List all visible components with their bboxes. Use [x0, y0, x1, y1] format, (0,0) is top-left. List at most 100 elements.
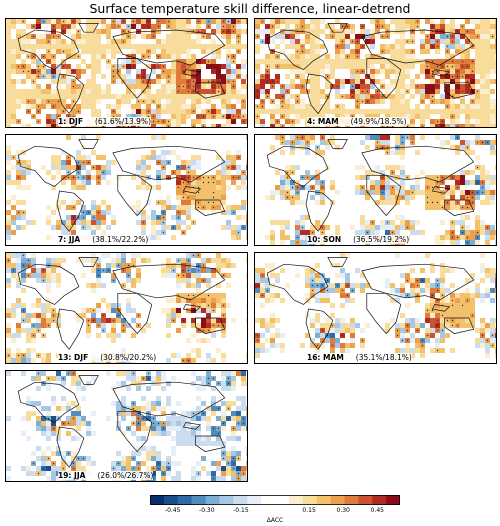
heatmap-cell [305, 333, 310, 338]
significance-dot [466, 241, 469, 244]
heatmap-cell [156, 79, 161, 84]
significance-dot [147, 55, 150, 58]
significance-dot [222, 452, 225, 455]
heatmap-cell [480, 298, 485, 303]
heatmap-cell [360, 288, 365, 293]
heatmap-cell [26, 160, 31, 165]
heatmap-cell [365, 54, 370, 59]
heatmap-cell [226, 34, 231, 39]
heatmap-cell [455, 150, 460, 155]
heatmap-cell [176, 29, 181, 34]
heatmap-cell [116, 303, 121, 308]
heatmap-cell [345, 278, 350, 283]
heatmap-cell [246, 406, 247, 411]
heatmap-cell [355, 283, 360, 288]
heatmap-cell [191, 333, 196, 338]
heatmap-cell [470, 19, 475, 24]
continent-outline [444, 199, 475, 216]
significance-dot [446, 95, 449, 98]
significance-dot [77, 171, 80, 174]
heatmap-cell [181, 160, 186, 165]
heatmap-cell [465, 313, 470, 318]
heatmap-cell [111, 39, 116, 44]
heatmap-cell [126, 376, 131, 381]
heatmap-cell [365, 170, 370, 175]
skill-map [6, 253, 247, 364]
heatmap-cell [176, 69, 181, 74]
heatmap-cell [410, 64, 415, 69]
heatmap-cell [226, 303, 231, 308]
heatmap-cell [191, 165, 196, 170]
continent-outline [112, 381, 226, 419]
heatmap-cell [295, 273, 300, 278]
heatmap-cell [26, 328, 31, 333]
heatmap-cell [106, 210, 111, 215]
heatmap-cell [485, 288, 490, 293]
significance-dot [266, 90, 269, 93]
heatmap-cell [76, 185, 81, 190]
heatmap-cell [196, 386, 201, 391]
heatmap-cell [410, 288, 415, 293]
significance-dot [346, 284, 349, 287]
continent-outline [17, 263, 80, 305]
heatmap-cell [460, 190, 465, 195]
heatmap-cell [31, 411, 36, 416]
heatmap-cell [390, 109, 395, 114]
heatmap-cell [305, 49, 310, 54]
heatmap-cell [196, 94, 201, 99]
heatmap-cell [365, 175, 370, 180]
heatmap-cell [171, 19, 176, 24]
heatmap-cell [186, 54, 191, 59]
heatmap-cell [61, 381, 66, 386]
heatmap-cell [231, 104, 236, 109]
significance-dot [177, 85, 180, 88]
significance-dot [192, 412, 195, 415]
heatmap-cell [470, 235, 475, 240]
heatmap-cell [106, 165, 111, 170]
heatmap-cell [26, 104, 31, 109]
heatmap-cell [465, 124, 470, 127]
heatmap-cell [231, 34, 236, 39]
significance-dot [242, 100, 245, 103]
heatmap-cell [226, 258, 231, 263]
heatmap-cell [310, 175, 315, 180]
significance-dot [217, 75, 220, 78]
heatmap-cell [136, 446, 141, 451]
continent-outline [112, 29, 226, 66]
heatmap-cell [405, 104, 410, 109]
heatmap-cell [146, 44, 151, 49]
heatmap-cell [375, 180, 380, 185]
heatmap-cell [51, 416, 56, 421]
heatmap-cell [360, 59, 365, 64]
heatmap-cell [231, 401, 236, 406]
significance-dot [177, 259, 180, 262]
heatmap-cell [176, 195, 181, 200]
heatmap-cell [6, 79, 11, 84]
significance-dot [366, 100, 369, 103]
continent-outline [195, 435, 226, 452]
heatmap-cell [246, 59, 247, 64]
heatmap-cell [51, 160, 56, 165]
heatmap-cell [121, 466, 126, 471]
heatmap-cell [460, 145, 465, 150]
heatmap-cell [46, 273, 51, 278]
significance-dot [52, 120, 55, 123]
heatmap-cell [41, 39, 46, 44]
heatmap-cell [6, 24, 11, 29]
continent-outline [117, 410, 153, 453]
significance-dot [47, 377, 50, 380]
heatmap-cell [285, 59, 290, 64]
heatmap-cell [221, 298, 226, 303]
heatmap-cell [166, 69, 171, 74]
significance-dot [311, 231, 314, 234]
significance-dot [451, 65, 454, 68]
heatmap-cell [285, 19, 290, 24]
heatmap-cell [216, 363, 221, 364]
significance-dot [446, 35, 449, 38]
heatmap-cell [345, 348, 350, 353]
heatmap-cell [370, 19, 375, 24]
heatmap-cell [355, 245, 360, 246]
heatmap-cell [16, 283, 21, 288]
significance-dot [256, 284, 259, 287]
heatmap-cell [315, 74, 320, 79]
